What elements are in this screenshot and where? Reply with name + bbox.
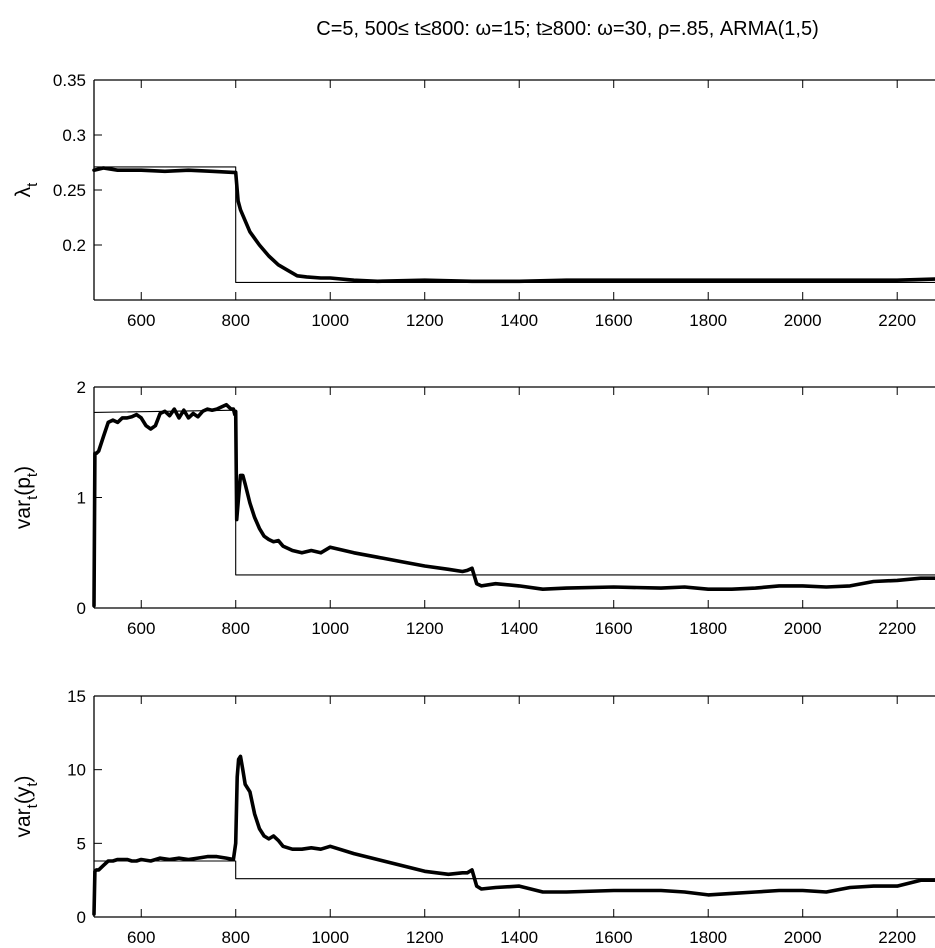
x-tick-label: 1800	[689, 619, 727, 638]
y-axis-label: vart(pt)	[12, 466, 41, 529]
estimate-line	[92, 402, 935, 608]
x-tick-label: 2000	[784, 928, 822, 947]
x-tick-label: 1000	[311, 311, 349, 330]
x-tick-label: 1200	[406, 311, 444, 330]
x-tick-label: 800	[222, 311, 250, 330]
y-tick-label: 2	[77, 378, 86, 397]
estimate-line	[92, 754, 935, 916]
x-tick-label: 2200	[878, 619, 916, 638]
x-tick-label: 2200	[878, 311, 916, 330]
panel-3: 600 800 1000 1200 1400 1600 1800 2000 2200 0 5 10 15…	[12, 687, 935, 947]
y-axis-label: vart(yt)	[12, 775, 41, 837]
x-tick-label: 2000	[784, 311, 822, 330]
x-tick-label: 1800	[689, 928, 727, 947]
y-tick-label: 15	[67, 687, 86, 706]
y-tick-label: 1	[77, 489, 86, 508]
true-value-line	[93, 166, 935, 283]
x-tick-label: 1400	[500, 311, 538, 330]
x-tick-label: 800	[222, 928, 250, 947]
estimate-line	[92, 166, 935, 284]
x-tick-label: 600	[127, 928, 155, 947]
y-tick-label: 0	[77, 908, 86, 927]
x-tick-label: 1400	[500, 619, 538, 638]
panel-2: 600 800 1000 1200 1400 1600 1800 2000 2200 0 1 2 var…	[12, 378, 935, 638]
x-tick-label: 1200	[406, 619, 444, 638]
figure-title: C=5, 500≤ t≤800: ω=15; t≥800: ω=30, ρ=.8…	[316, 18, 819, 40]
x-tick-label: 800	[222, 619, 250, 638]
x-tick-label: 600	[127, 311, 155, 330]
x-tick-label: 1000	[311, 928, 349, 947]
y-tick-label: 0.35	[53, 71, 86, 90]
x-tick-label: 2000	[784, 619, 822, 638]
x-tick-label: 600	[127, 619, 155, 638]
y-tick-label: 10	[67, 761, 86, 780]
x-tick-label: 1000	[311, 619, 349, 638]
panel-1: 600 800 1000 1200 1400 1600 1800 2000 2200 0.2 0.2…	[12, 71, 935, 330]
x-tick-label: 1600	[595, 928, 633, 947]
x-tick-label: 1400	[500, 928, 538, 947]
true-value-line	[93, 409, 935, 576]
x-tick-label: 2200	[878, 928, 916, 947]
y-tick-label: 5	[77, 834, 86, 853]
y-axis-label: λt	[12, 182, 41, 198]
y-tick-label: 0.2	[62, 236, 86, 255]
y-tick-label: 0.3	[62, 126, 86, 145]
y-tick-label: 0.25	[53, 181, 86, 200]
x-tick-label: 1200	[406, 928, 444, 947]
x-tick-label: 1600	[595, 619, 633, 638]
true-value-line	[93, 860, 935, 880]
x-tick-label: 1600	[595, 311, 633, 330]
y-tick-label: 0	[77, 599, 86, 618]
x-tick-label: 1800	[689, 311, 727, 330]
